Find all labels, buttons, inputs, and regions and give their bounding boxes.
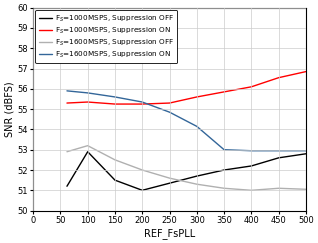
F$_S$=1000MSPS, Suppression ON (113, 103, 117, 105)
F$_S$=1000MSPS, Suppression ON (222, 90, 226, 93)
F$_S$=1000MSPS, Suppression OFF (86, 150, 90, 153)
Line: F$_S$=1000MSPS, Suppression ON: F$_S$=1000MSPS, Suppression ON (67, 72, 306, 104)
F$_S$=1000MSPS, Suppression ON (304, 70, 308, 73)
Legend: F$_S$=1000MSPS, Suppression OFF, F$_S$=1000MSPS, Suppression ON, F$_S$=1600MSPS,: F$_S$=1000MSPS, Suppression OFF, F$_S$=1… (35, 10, 177, 63)
F$_S$=1600MSPS, Suppression ON (304, 149, 308, 152)
F$_S$=1600MSPS, Suppression OFF (86, 144, 90, 147)
F$_S$=1600MSPS, Suppression OFF (113, 158, 117, 161)
Line: F$_S$=1600MSPS, Suppression OFF: F$_S$=1600MSPS, Suppression OFF (67, 146, 306, 190)
F$_S$=1600MSPS, Suppression ON (222, 148, 226, 151)
F$_S$=1000MSPS, Suppression ON (86, 101, 90, 104)
F$_S$=1000MSPS, Suppression ON (168, 102, 171, 104)
F$_S$=1600MSPS, Suppression OFF (304, 188, 308, 191)
F$_S$=1600MSPS, Suppression OFF (250, 189, 253, 192)
X-axis label: REF_FsPLL: REF_FsPLL (144, 228, 195, 239)
F$_S$=1600MSPS, Suppression ON (86, 91, 90, 94)
F$_S$=1000MSPS, Suppression ON (277, 76, 280, 79)
Y-axis label: SNR (dBFS): SNR (dBFS) (4, 81, 14, 137)
F$_S$=1000MSPS, Suppression OFF (113, 179, 117, 182)
F$_S$=1000MSPS, Suppression OFF (195, 175, 199, 178)
F$_S$=1000MSPS, Suppression OFF (168, 182, 171, 185)
F$_S$=1600MSPS, Suppression OFF (140, 169, 144, 172)
F$_S$=1600MSPS, Suppression ON (277, 149, 280, 152)
Line: F$_S$=1000MSPS, Suppression OFF: F$_S$=1000MSPS, Suppression OFF (67, 152, 306, 190)
F$_S$=1000MSPS, Suppression ON (250, 85, 253, 88)
F$_S$=1600MSPS, Suppression ON (168, 111, 171, 114)
F$_S$=1600MSPS, Suppression ON (140, 101, 144, 104)
F$_S$=1000MSPS, Suppression OFF (65, 185, 69, 188)
F$_S$=1600MSPS, Suppression OFF (222, 187, 226, 190)
F$_S$=1600MSPS, Suppression OFF (195, 183, 199, 186)
Line: F$_S$=1600MSPS, Suppression ON: F$_S$=1600MSPS, Suppression ON (67, 91, 306, 151)
F$_S$=1000MSPS, Suppression OFF (277, 156, 280, 159)
F$_S$=1000MSPS, Suppression OFF (140, 189, 144, 192)
F$_S$=1600MSPS, Suppression OFF (168, 177, 171, 180)
F$_S$=1600MSPS, Suppression ON (195, 125, 199, 128)
F$_S$=1000MSPS, Suppression ON (65, 102, 69, 104)
F$_S$=1600MSPS, Suppression OFF (277, 187, 280, 190)
F$_S$=1000MSPS, Suppression ON (195, 95, 199, 98)
F$_S$=1600MSPS, Suppression ON (113, 95, 117, 98)
F$_S$=1000MSPS, Suppression ON (140, 103, 144, 105)
F$_S$=1600MSPS, Suppression ON (65, 89, 69, 92)
F$_S$=1600MSPS, Suppression ON (250, 149, 253, 152)
F$_S$=1000MSPS, Suppression OFF (250, 165, 253, 167)
F$_S$=1000MSPS, Suppression OFF (222, 169, 226, 172)
F$_S$=1000MSPS, Suppression OFF (304, 152, 308, 155)
F$_S$=1600MSPS, Suppression OFF (65, 150, 69, 153)
